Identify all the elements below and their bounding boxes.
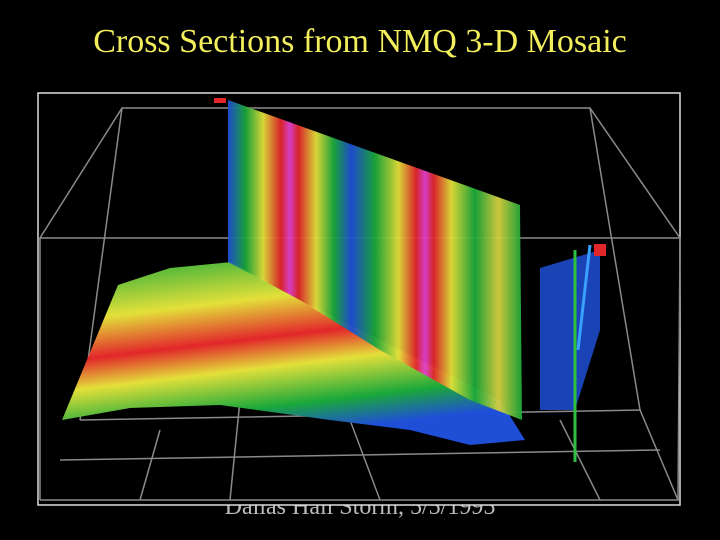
slide-title: Cross Sections from NMQ 3-D Mosaic: [93, 23, 627, 60]
marker: [594, 244, 606, 256]
visualization: [37, 92, 682, 506]
reflectivity-cross-section: [228, 100, 522, 420]
reflectivity-surface: [62, 262, 525, 445]
marker: [214, 98, 226, 103]
marker-pole: [576, 244, 592, 351]
